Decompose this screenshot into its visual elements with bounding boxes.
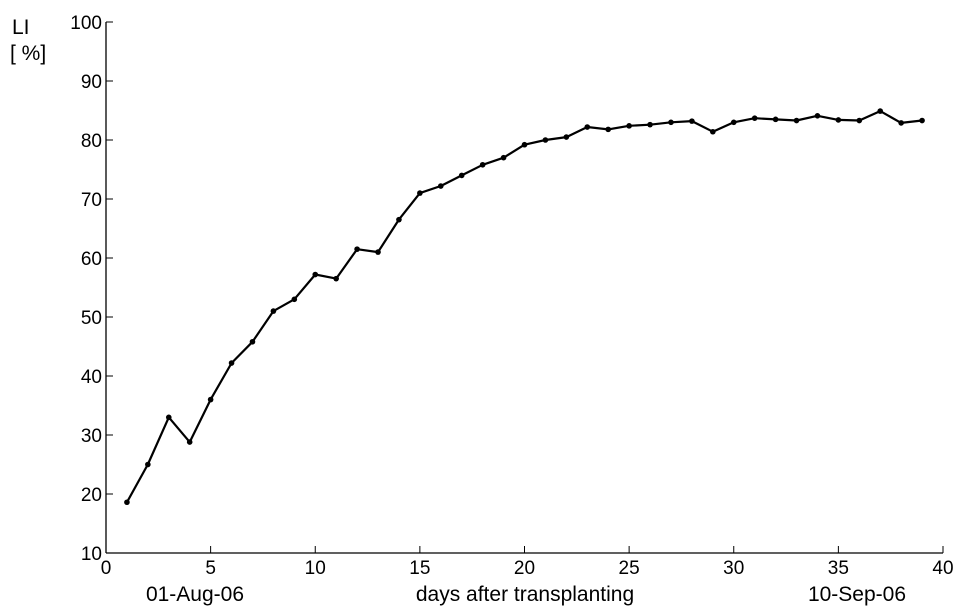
x-tick-label: 30 <box>723 558 744 579</box>
start-date-label: 01-Aug-06 <box>146 583 244 606</box>
data-point <box>563 134 570 140</box>
data-points <box>124 108 925 506</box>
data-point <box>186 439 193 445</box>
x-tick-label: 35 <box>828 558 849 579</box>
data-point <box>856 117 863 124</box>
data-point <box>458 172 465 179</box>
data-point <box>207 396 214 403</box>
data-point <box>312 271 319 278</box>
data-point <box>479 161 486 168</box>
data-point <box>165 414 172 421</box>
data-point <box>228 360 235 366</box>
data-point <box>626 123 632 129</box>
axis-ticks: 0 5 10 15 20 25 30 35 40 10 20 30 40 50 60 70 80 90 100 <box>70 13 953 579</box>
data-point <box>689 118 695 124</box>
x-tick-label: 5 <box>205 558 216 579</box>
x-tick-label: 15 <box>409 558 430 579</box>
data-point <box>772 116 779 123</box>
data-point <box>877 108 884 114</box>
data-point <box>584 124 591 130</box>
data-point <box>751 115 758 121</box>
y-tick-label: 30 <box>81 426 102 447</box>
data-point <box>124 499 130 506</box>
data-point <box>375 249 381 255</box>
x-tick-label: 0 <box>101 558 112 579</box>
y-tick-label: 70 <box>81 190 102 211</box>
data-point <box>249 338 256 345</box>
x-tick-label: 25 <box>619 558 640 579</box>
data-point <box>438 183 444 189</box>
y-tick-label: 80 <box>81 131 102 152</box>
data-point <box>814 113 821 119</box>
y-tick-label: 20 <box>81 485 102 506</box>
y-tick-label: 50 <box>81 308 102 329</box>
data-point <box>668 119 674 126</box>
axes <box>105 22 943 554</box>
data-point <box>647 121 653 128</box>
y-tick-label: 40 <box>81 367 102 388</box>
data-point <box>730 119 737 126</box>
data-point <box>145 461 151 468</box>
data-point <box>396 216 402 223</box>
data-point <box>354 246 360 252</box>
data-point <box>605 126 611 133</box>
data-point <box>333 275 339 282</box>
data-point <box>521 141 528 148</box>
data-point <box>417 190 423 196</box>
series-line <box>125 110 923 503</box>
data-point <box>835 117 842 123</box>
x-tick-label: 40 <box>932 558 953 579</box>
y-tick-label: 10 <box>81 544 102 565</box>
end-date-label: 10-Sep-06 <box>808 583 906 606</box>
data-point <box>270 308 277 314</box>
data-point <box>291 296 298 303</box>
x-tick-label: 20 <box>514 558 535 579</box>
y-tick-label: 60 <box>81 249 102 270</box>
data-point <box>898 120 904 126</box>
y-tick-label: 90 <box>81 72 102 93</box>
y-tick-label: 100 <box>70 13 102 34</box>
data-point <box>542 137 549 143</box>
x-tick-label: 10 <box>305 558 326 579</box>
y-axis-unit: [ %] <box>10 42 46 65</box>
data-point <box>710 128 716 135</box>
data-point <box>793 117 800 124</box>
y-axis-label: LI <box>12 16 30 39</box>
data-point <box>919 117 925 124</box>
data-point <box>500 154 507 161</box>
x-axis-label: days after transplanting <box>416 583 634 606</box>
